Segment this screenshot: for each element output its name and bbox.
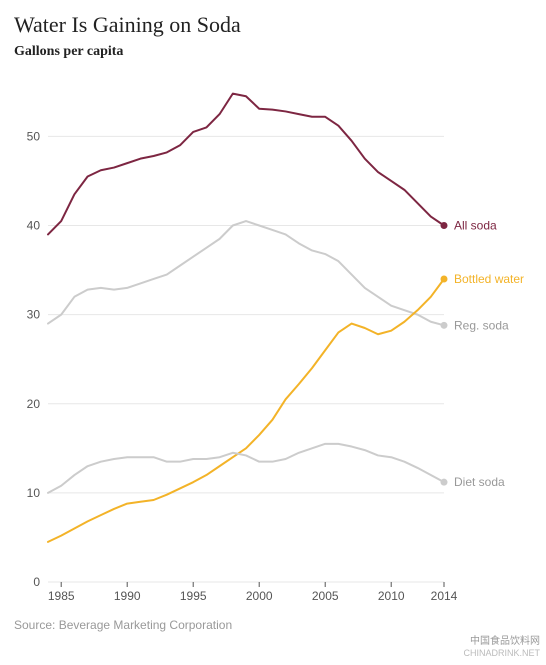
svg-text:0: 0 bbox=[33, 575, 40, 589]
svg-text:1985: 1985 bbox=[48, 589, 75, 603]
svg-text:Reg. soda: Reg. soda bbox=[454, 318, 509, 332]
svg-text:2000: 2000 bbox=[246, 589, 273, 603]
chart-title: Water Is Gaining on Soda bbox=[14, 12, 532, 38]
watermark-en: CHINADRINK.NET bbox=[463, 648, 540, 659]
svg-text:1990: 1990 bbox=[114, 589, 141, 603]
watermark-cn: 中国食品饮料网 bbox=[463, 636, 540, 648]
svg-text:1995: 1995 bbox=[180, 589, 207, 603]
chart-svg: 0 10 20 30 40 50 1985 1990 1995 2000 2005 2010 2014 A… bbox=[14, 64, 532, 610]
svg-text:All soda: All soda bbox=[454, 219, 497, 233]
svg-text:40: 40 bbox=[27, 219, 41, 233]
svg-text:2010: 2010 bbox=[378, 589, 405, 603]
svg-text:2014: 2014 bbox=[431, 589, 458, 603]
svg-text:10: 10 bbox=[27, 486, 41, 500]
svg-text:20: 20 bbox=[27, 397, 41, 411]
svg-text:30: 30 bbox=[27, 308, 41, 322]
source-text: Source: Beverage Marketing Corporation bbox=[14, 618, 532, 632]
watermark: 中国食品饮料网 CHINADRINK.NET bbox=[463, 636, 540, 659]
chart-container: Water Is Gaining on Soda Gallons per cap… bbox=[0, 0, 546, 665]
svg-text:Bottled water: Bottled water bbox=[454, 272, 524, 286]
svg-text:50: 50 bbox=[27, 129, 41, 143]
svg-text:Diet soda: Diet soda bbox=[454, 475, 505, 489]
svg-text:2005: 2005 bbox=[312, 589, 339, 603]
chart-plot: 0 10 20 30 40 50 1985 1990 1995 2000 2005 2010 2014 A… bbox=[14, 64, 532, 610]
chart-subtitle: Gallons per capita bbox=[14, 44, 532, 60]
